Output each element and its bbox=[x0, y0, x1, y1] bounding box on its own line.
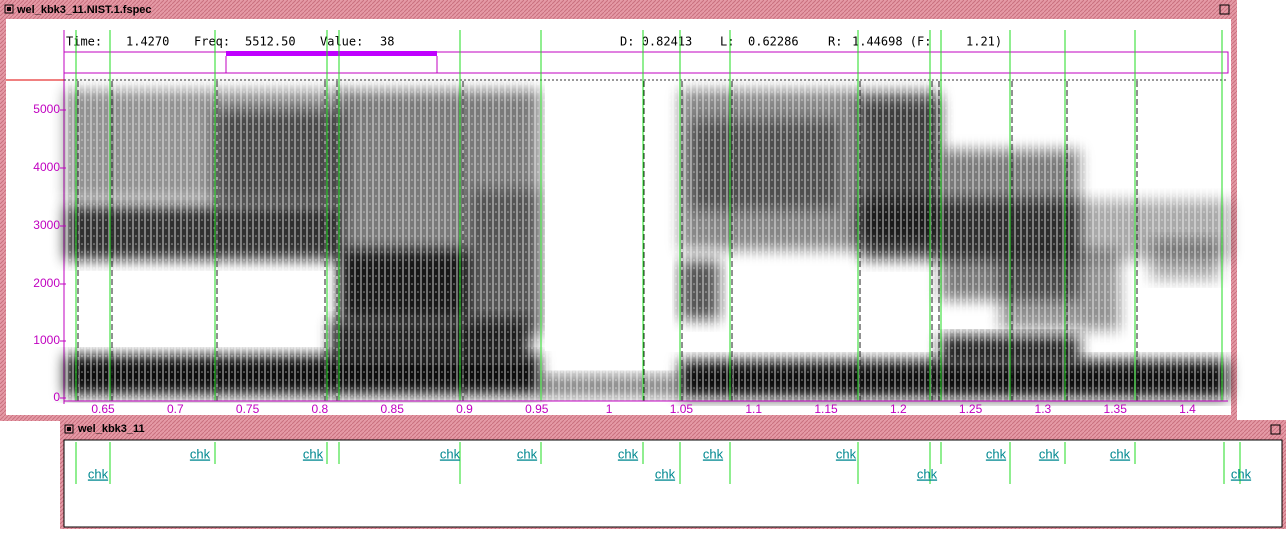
status-label: Time: bbox=[66, 35, 102, 49]
window-title: wel_kbk3_11.NIST.1.fspec bbox=[16, 4, 152, 16]
mask-gap bbox=[545, 81, 640, 351]
status-value: 1.4270 bbox=[126, 35, 169, 49]
segment-label: chk bbox=[1110, 446, 1131, 461]
x-tick-label: 1 bbox=[606, 402, 613, 416]
segment-label: chk bbox=[517, 446, 538, 461]
window-title: wel_kbk3_11 bbox=[77, 423, 145, 435]
segment-label: chk bbox=[190, 446, 211, 461]
x-tick-label: 1.05 bbox=[670, 402, 694, 416]
status-label: Value: bbox=[320, 35, 363, 49]
segment-label: chk bbox=[986, 446, 1007, 461]
x-tick-label: 1.15 bbox=[814, 402, 838, 416]
status-value: 1.21) bbox=[966, 35, 1002, 49]
x-tick-label: 0.85 bbox=[381, 402, 405, 416]
x-tick-label: 1.35 bbox=[1104, 402, 1128, 416]
window-body bbox=[63, 439, 1283, 528]
y-tick-label: 3000 bbox=[33, 218, 60, 232]
x-tick-label: 0.65 bbox=[91, 402, 115, 416]
window-menu-icon[interactable] bbox=[64, 424, 74, 434]
segment-label: chk bbox=[440, 446, 461, 461]
status-label: L: bbox=[720, 35, 734, 49]
label-track: chk chk chk chk chk chk chk chk chk chk chk chk chk c… bbox=[75, 442, 1252, 484]
status-bar: Time: 1.4270 Freq: 5512.50 Value: 38 D: … bbox=[66, 35, 1002, 49]
spectrogram bbox=[65, 30, 1230, 401]
scroll-thumb[interactable] bbox=[226, 51, 437, 56]
status-label: Freq: bbox=[194, 35, 230, 49]
status-label: R: bbox=[828, 35, 842, 49]
status-value: 0.62286 bbox=[748, 35, 799, 49]
x-tick-label: 1.1 bbox=[745, 402, 762, 416]
window-menu-dot bbox=[67, 427, 71, 431]
segment-label: chk bbox=[1039, 446, 1060, 461]
status-value: 5512.50 bbox=[245, 35, 296, 49]
x-tick-label: 0.9 bbox=[456, 402, 473, 416]
y-axis: 5000 4000 3000 2000 1000 0 bbox=[33, 102, 66, 404]
segment-label: chk bbox=[303, 446, 324, 461]
segment-label: chk bbox=[836, 446, 857, 461]
x-tick-label: 0.95 bbox=[525, 402, 549, 416]
segment-label: chk bbox=[703, 446, 724, 461]
x-tick-label: 1.4 bbox=[1179, 402, 1196, 416]
x-tick-label: 0.75 bbox=[236, 402, 260, 416]
resize-button[interactable] bbox=[1219, 4, 1230, 15]
x-tick-label: 0.7 bbox=[167, 402, 184, 416]
x-tick-label: 1.25 bbox=[959, 402, 983, 416]
segment-label: chk bbox=[1231, 466, 1252, 481]
y-tick-label: 4000 bbox=[33, 160, 60, 174]
y-tick-label: 0 bbox=[53, 390, 60, 404]
x-tick-label: 0.8 bbox=[312, 402, 329, 416]
resize-button[interactable] bbox=[1270, 424, 1281, 435]
segment-label: chk bbox=[655, 466, 676, 481]
x-axis-labels: 0.65 0.7 0.75 0.8 0.85 0.9 0.95 1 1.05 1.1 1.15 1.2… bbox=[91, 402, 1196, 416]
window-menu-icon[interactable] bbox=[4, 4, 14, 14]
x-tick-label: 1.2 bbox=[890, 402, 907, 416]
status-value: 1.44698 (F: bbox=[852, 35, 931, 49]
striations bbox=[65, 81, 1228, 401]
status-value: 38 bbox=[380, 35, 394, 49]
status-value: D: 0.82413 bbox=[620, 35, 692, 49]
segment-label: chk bbox=[917, 466, 938, 481]
segment-label: chk bbox=[88, 466, 109, 481]
y-tick-label: 1000 bbox=[33, 333, 60, 347]
window-menu-dot bbox=[7, 7, 11, 11]
x-tick-label: 1.3 bbox=[1035, 402, 1052, 416]
y-tick-label: 2000 bbox=[33, 276, 60, 290]
segment-label: chk bbox=[618, 446, 639, 461]
y-tick-label: 5000 bbox=[33, 102, 60, 116]
